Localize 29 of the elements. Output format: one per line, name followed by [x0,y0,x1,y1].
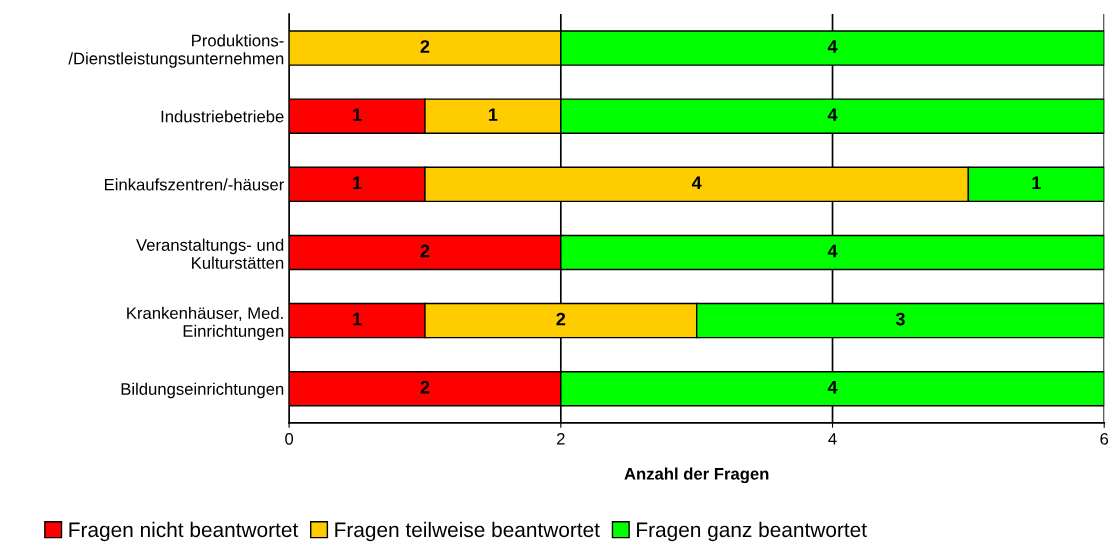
data-label: 1 [353,312,362,326]
data-label: 4 [827,244,838,258]
y-tick-label: Veranstaltungs- und Kulturstätten [136,238,284,269]
data-label: 1 [489,108,498,121]
data-label: 4 [827,380,838,394]
data-label: 2 [420,380,430,394]
data-label: 4 [691,176,702,189]
y-tick-label: Einkaufszentren/-häuser [104,178,284,191]
data-label: 2 [420,244,430,258]
y-tick-label: Krankenhäuser, Med. Einrichtungen [127,306,284,341]
legend-label: Fragen nicht beantwortet [69,521,299,542]
data-label: 1 [1032,176,1041,189]
data-label: 3 [895,312,905,326]
y-tick-label: Produktions- /Dienstleistungsunternehmen [68,34,284,68]
x-tick-label: 4 [828,433,837,445]
legend-label: Fragen ganz beantwortet [637,521,867,542]
x-axis-title: Anzahl der Fragen [624,467,769,484]
x-tick-label: 0 [285,432,294,445]
legend-label: Fragen teilweise beantwortet [335,521,600,542]
data-label: 1 [353,108,362,121]
x-tick-label: 2 [557,432,565,445]
data-label: 4 [827,40,838,53]
x-tick-label: 6 [1100,432,1109,445]
data-label: 1 [353,176,362,189]
data-label: 2 [556,312,566,326]
data-label: 2 [420,40,430,53]
y-tick-label: Bildungseinrichtungen [121,382,284,399]
data-label: 4 [827,108,838,121]
y-tick-label: Industriebetriebe [161,110,284,123]
